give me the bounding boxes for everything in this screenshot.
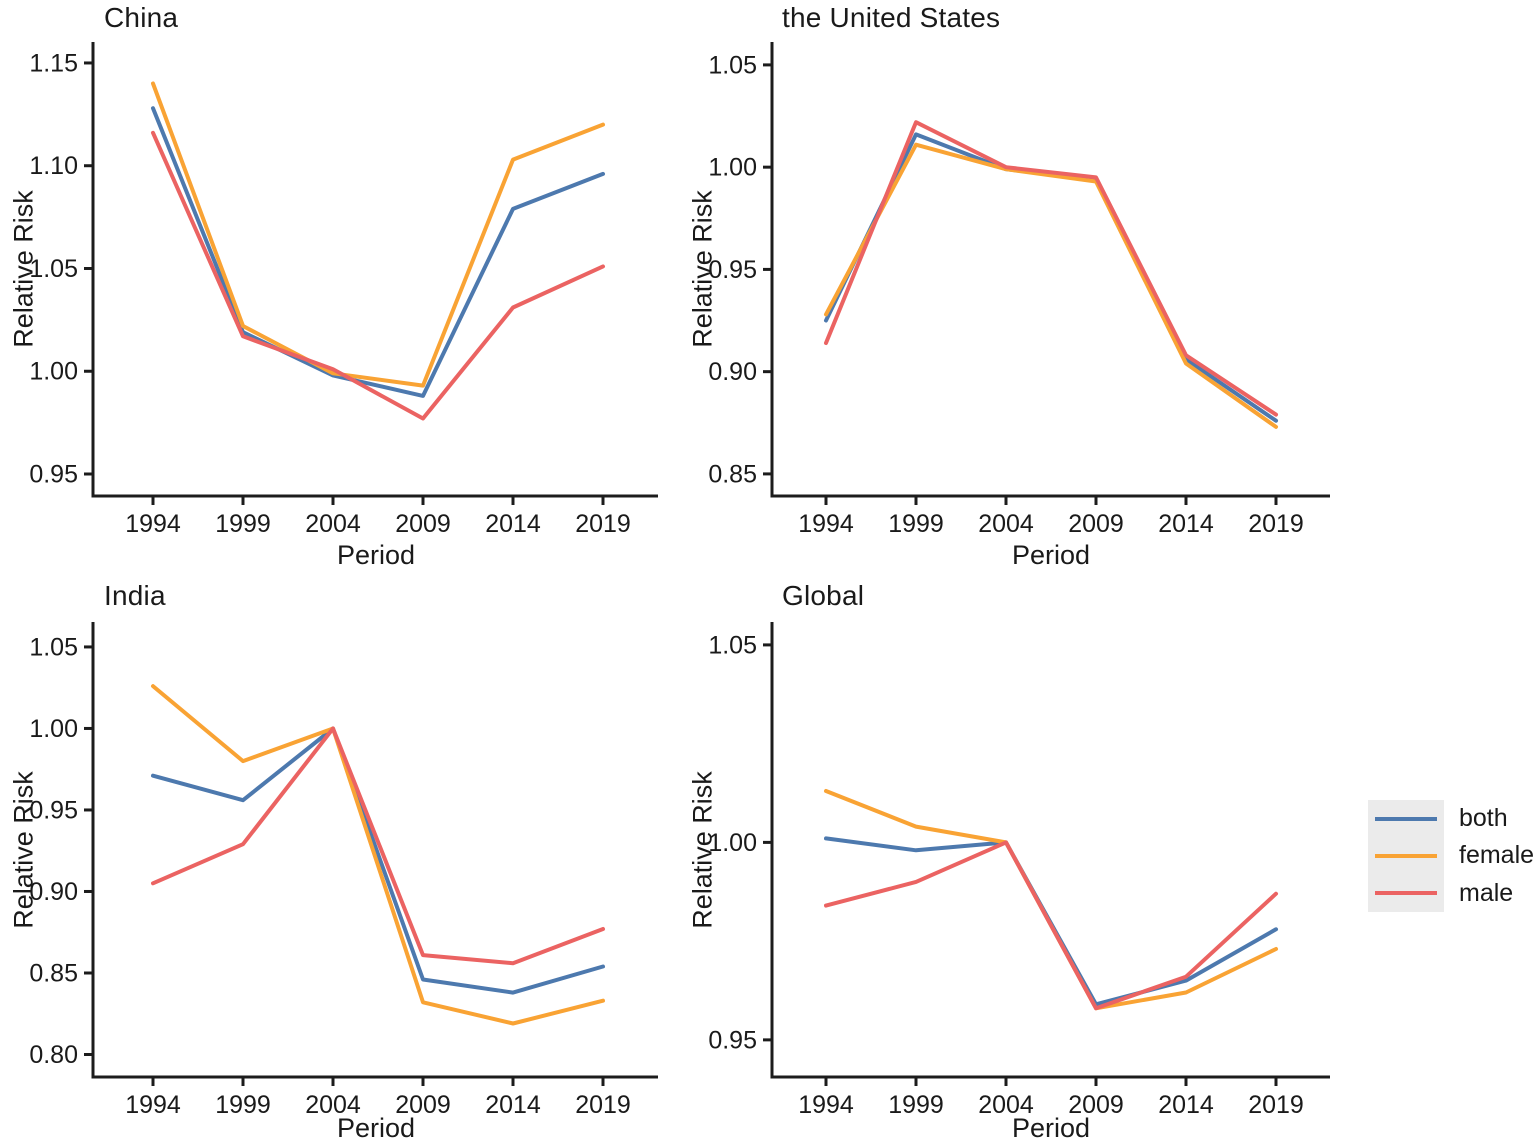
series-line-male — [824, 840, 1278, 1011]
x-tick-label: 1999 — [888, 510, 944, 538]
y-tick-label: 1.00 — [708, 154, 757, 182]
y-tick-label: 1.15 — [29, 49, 78, 77]
x-tick-label: 2009 — [1068, 1091, 1124, 1119]
y-tick-label: 1.00 — [29, 715, 78, 743]
legend-label-male: male — [1459, 878, 1514, 907]
x-tick-label: 2004 — [305, 510, 361, 538]
x-tick-label: 2014 — [1158, 1091, 1214, 1119]
x-tick-label: 1994 — [125, 1091, 181, 1119]
x-tick-label: 2014 — [1158, 510, 1214, 538]
y-tick-label: 0.95 — [708, 256, 757, 284]
y-tick-label: 0.90 — [708, 358, 757, 386]
y-tick-label: 0.90 — [29, 878, 78, 906]
x-axis-title-united-states: Period — [1011, 540, 1091, 570]
x-tick-label: 2019 — [575, 510, 631, 538]
axis-lines — [91, 622, 658, 1079]
x-tick-label: 1994 — [125, 510, 181, 538]
y-axis-title-united-states: Relative Risk — [687, 190, 718, 348]
x-axis-title-global: Period — [1011, 1113, 1091, 1143]
x-tick-label: 2009 — [1068, 510, 1124, 538]
x-tick-label: 1994 — [798, 510, 854, 538]
y-tick-label: 0.85 — [29, 959, 78, 987]
x-axis-title-india: Period — [336, 1113, 416, 1143]
x-tick-label: 1999 — [888, 1091, 944, 1119]
x-tick-label: 2009 — [395, 1091, 451, 1119]
y-tick-label: 0.80 — [29, 1041, 78, 1069]
y-tick-label: 0.95 — [29, 796, 78, 824]
y-tick-label: 1.10 — [29, 152, 78, 180]
x-tick-label: 2009 — [395, 510, 451, 538]
x-tick-label: 2019 — [1248, 1091, 1304, 1119]
y-tick-label: 0.85 — [708, 460, 757, 488]
series-line-female — [824, 142, 1278, 429]
axis-lines — [770, 42, 1330, 498]
y-tick-label: 0.95 — [29, 461, 78, 489]
y-tick-label: 1.05 — [29, 633, 78, 661]
legend-swatch-both — [1375, 816, 1437, 821]
legend-label-female: female — [1459, 841, 1535, 870]
series-line-male — [151, 726, 605, 966]
panel-title-india: India — [104, 580, 166, 611]
y-axis-title-india: Relative Risk — [8, 771, 39, 929]
x-tick-label: 2014 — [485, 1091, 541, 1119]
series-line-female — [151, 684, 605, 1026]
axis-lines — [91, 42, 658, 498]
y-tick-label: 1.00 — [29, 358, 78, 386]
series-line-female — [151, 81, 605, 388]
panel-title-china: China — [104, 2, 179, 33]
x-tick-label: 1999 — [215, 1091, 271, 1119]
y-tick-label: 1.05 — [708, 631, 757, 659]
legend: both female male — [1368, 800, 1534, 912]
x-tick-label: 1999 — [215, 510, 271, 538]
x-tick-label: 2014 — [485, 510, 541, 538]
legend-key-box — [1368, 800, 1444, 912]
series-line-male — [151, 130, 605, 421]
series-line-female — [824, 789, 1278, 1011]
axis-lines — [770, 622, 1330, 1079]
legend-label-both: both — [1459, 804, 1508, 833]
x-tick-label: 2004 — [978, 510, 1034, 538]
x-tick-label: 2019 — [575, 1091, 631, 1119]
x-tick-label: 1994 — [798, 1091, 854, 1119]
series-line-both — [151, 726, 605, 995]
x-tick-label: 2019 — [1248, 510, 1304, 538]
y-tick-label: 1.00 — [708, 829, 757, 857]
x-axis-title-china: Period — [336, 540, 416, 570]
y-tick-label: 1.05 — [29, 255, 78, 283]
legend-swatch-male — [1375, 891, 1437, 896]
x-tick-label: 2004 — [305, 1091, 361, 1119]
series-line-both — [151, 106, 605, 398]
y-tick-label: 0.95 — [708, 1026, 757, 1054]
legend-labels: both female male — [1444, 800, 1534, 912]
legend-swatch-female — [1375, 853, 1437, 858]
y-tick-label: 1.05 — [708, 51, 757, 79]
y-axis-title-china: Relative Risk — [8, 190, 39, 348]
series-line-male — [824, 120, 1278, 417]
panel-title-united-states: the United States — [782, 2, 1001, 33]
x-tick-label: 2004 — [978, 1091, 1034, 1119]
panel-title-global: Global — [782, 580, 865, 611]
y-axis-title-global: Relative Risk — [687, 771, 718, 929]
